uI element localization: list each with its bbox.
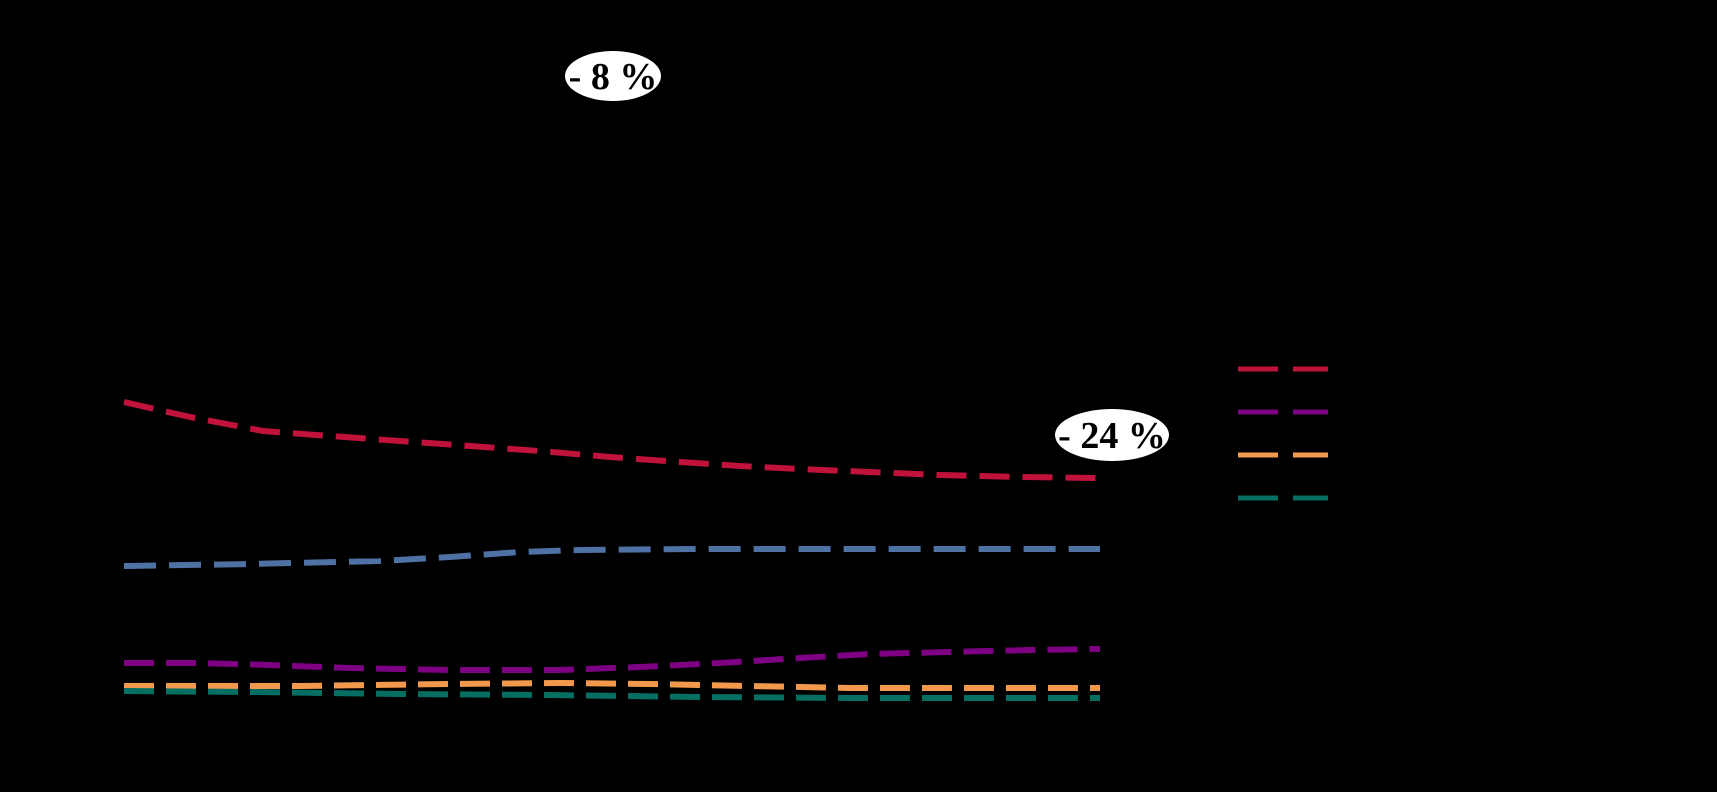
annotation-minus-24-percent: - 24 % (1055, 409, 1169, 461)
orange-dashed-line (124, 679, 1100, 691)
annotation-label: - 8 % (569, 56, 658, 98)
legend (1238, 366, 1328, 501)
annotation-minus-8-percent: - 8 % (565, 51, 661, 101)
annotation-bubble (1055, 409, 1169, 461)
teal-dashed-line (123, 688, 1100, 701)
annotation-bubble (565, 51, 661, 101)
annotation-label: - 24 % (1058, 415, 1166, 457)
red-dashed-line (123, 399, 1101, 481)
purple-dashed-line (124, 646, 1101, 673)
series-group (123, 399, 1101, 701)
